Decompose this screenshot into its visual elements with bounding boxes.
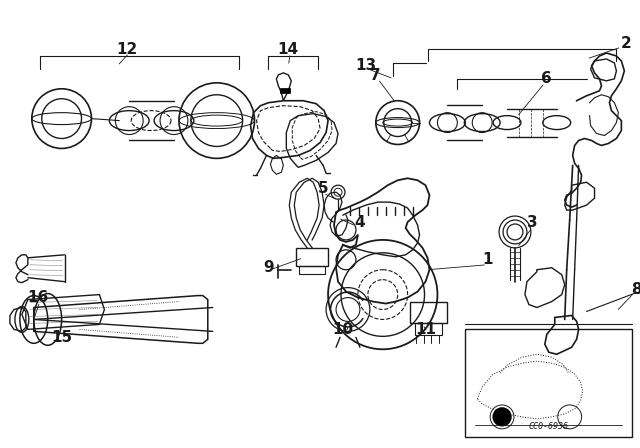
- Text: 15: 15: [51, 330, 72, 345]
- Text: 3: 3: [527, 215, 537, 229]
- Bar: [296, 248, 328, 266]
- Text: 9: 9: [263, 260, 274, 275]
- Circle shape: [493, 408, 511, 426]
- Text: 14: 14: [278, 42, 299, 56]
- Text: 4: 4: [355, 215, 365, 229]
- Bar: [300, 266, 325, 274]
- Text: 2: 2: [621, 35, 632, 51]
- Text: 5: 5: [318, 181, 328, 196]
- Bar: [465, 329, 632, 437]
- Text: 8: 8: [631, 282, 640, 297]
- Text: CC0-6936: CC0-6936: [529, 422, 569, 431]
- Bar: [280, 88, 291, 93]
- Text: 12: 12: [116, 42, 138, 56]
- Text: 13: 13: [355, 58, 376, 73]
- Bar: [415, 323, 442, 336]
- Text: 1: 1: [482, 252, 492, 267]
- Text: 6: 6: [541, 71, 552, 86]
- Text: 10: 10: [332, 322, 353, 337]
- Text: 16: 16: [27, 290, 49, 305]
- Bar: [410, 302, 447, 323]
- Text: 7: 7: [371, 69, 381, 83]
- Text: 11: 11: [415, 322, 436, 337]
